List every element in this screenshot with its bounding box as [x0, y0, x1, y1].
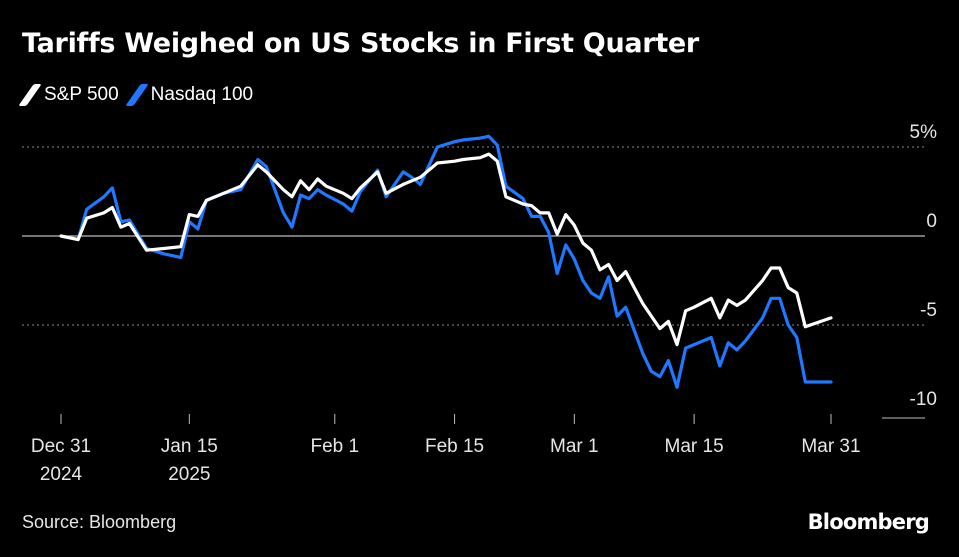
chart-title: Tariffs Weighed on US Stocks in First Qu…: [22, 28, 699, 59]
x-tick-label: Mar 15: [665, 436, 724, 457]
series-line-nasdaq: [59, 134, 833, 389]
x-tick-label: Mar 31: [801, 436, 860, 457]
y-tick-label: 5%: [910, 122, 938, 143]
bloomberg-logo: Bloomberg: [807, 510, 930, 534]
legend-label-sp500: S&P 500: [44, 84, 119, 105]
y-tick-label: -5: [920, 300, 937, 321]
source-note: Source: Bloomberg: [22, 512, 177, 532]
x-tick-label: Jan 15: [161, 436, 218, 457]
x-tick-label: Dec 31: [31, 436, 91, 457]
legend-label-nasdaq: Nasdaq 100: [150, 84, 254, 105]
x-tick-label: Feb 1: [310, 436, 359, 457]
y-tick-label: 0: [926, 211, 937, 232]
chart-legend: S&P 500 Nasdaq 100: [18, 84, 263, 106]
legend-item-sp500: S&P 500: [18, 84, 119, 106]
legend-item-nasdaq: Nasdaq 100: [124, 84, 254, 106]
series-line-sp500: [59, 152, 833, 347]
x-tick-label: Mar 1: [550, 436, 599, 457]
x-tick-label: Feb 15: [425, 436, 484, 457]
x-tick-label: 2024: [40, 464, 83, 485]
x-tick-label: 2025: [168, 464, 210, 485]
y-tick-label: -10: [910, 389, 937, 410]
